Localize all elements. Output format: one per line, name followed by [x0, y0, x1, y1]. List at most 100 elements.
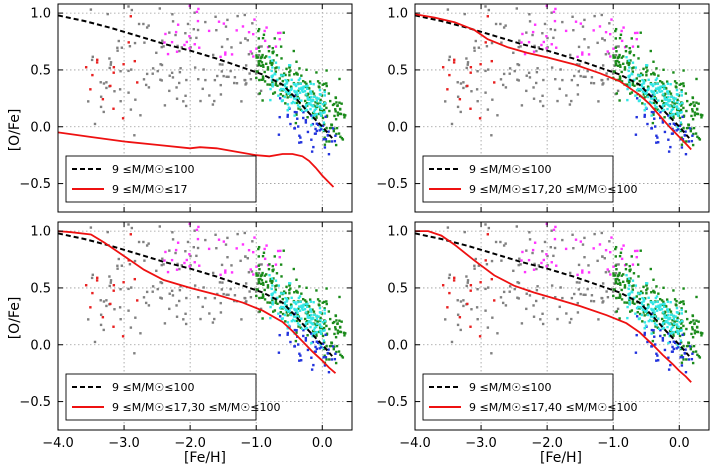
- observation-point: [288, 74, 291, 77]
- observation-point: [678, 116, 682, 120]
- observation-point: [634, 312, 637, 315]
- observation-point: [310, 356, 313, 359]
- observation-point: [602, 82, 605, 85]
- observation-point: [620, 29, 623, 33]
- observation-point: [680, 82, 683, 86]
- observation-point: [586, 69, 589, 73]
- observation-point: [337, 350, 341, 353]
- observation-point: [662, 68, 665, 71]
- observation-point: [250, 52, 254, 55]
- observation-point: [303, 99, 307, 103]
- observation-point: [476, 318, 479, 321]
- observation-point: [193, 284, 197, 287]
- observation-point: [607, 52, 611, 55]
- x-tick-label: −4.0: [399, 436, 431, 451]
- observation-point: [670, 95, 673, 99]
- observation-point: [208, 312, 211, 315]
- observation-point: [634, 66, 638, 69]
- observation-point: [663, 314, 666, 317]
- observation-point: [305, 326, 309, 330]
- observation-point: [628, 264, 631, 268]
- observation-point: [279, 292, 283, 295]
- observation-point: [286, 79, 290, 82]
- observation-point: [261, 317, 264, 320]
- observation-point: [174, 251, 177, 255]
- observation-point: [628, 66, 631, 69]
- observation-point: [527, 71, 531, 75]
- observation-point: [491, 98, 494, 101]
- observation-point: [620, 56, 623, 59]
- observation-point: [622, 26, 625, 29]
- observation-point: [261, 293, 265, 296]
- observation-point: [682, 127, 685, 130]
- observation-point: [625, 273, 628, 277]
- observation-point: [305, 286, 308, 289]
- observation-point: [669, 328, 673, 332]
- observation-point: [311, 99, 315, 102]
- observation-point: [665, 87, 668, 90]
- legend-label: 9 ≤M/M☉≤100: [112, 381, 194, 394]
- observation-point: [627, 75, 630, 79]
- observation-point: [339, 353, 342, 356]
- observation-point: [681, 356, 685, 359]
- observation-point: [293, 83, 297, 86]
- observation-point: [513, 69, 516, 73]
- observation-point: [268, 263, 271, 266]
- observation-point: [650, 73, 653, 76]
- observation-point: [484, 223, 487, 226]
- observation-point: [270, 279, 274, 283]
- observation-point: [321, 103, 325, 106]
- observation-point: [91, 73, 94, 77]
- observation-point: [133, 352, 136, 355]
- observation-point: [528, 76, 532, 79]
- observation-point: [631, 61, 635, 64]
- observation-point: [285, 300, 288, 303]
- observation-point: [278, 255, 281, 259]
- observation-point: [450, 340, 454, 344]
- observation-point: [288, 283, 291, 287]
- observation-point: [663, 334, 666, 337]
- observation-point: [590, 81, 593, 85]
- observation-point: [667, 313, 670, 317]
- y-tick-label: 1.0: [387, 225, 408, 240]
- observation-point: [501, 83, 505, 87]
- observation-point: [592, 247, 595, 250]
- observation-point: [614, 255, 617, 258]
- observation-point: [283, 302, 287, 306]
- observation-point: [127, 309, 130, 312]
- observation-point: [656, 87, 660, 91]
- observation-point: [672, 317, 676, 321]
- observation-point: [604, 53, 608, 56]
- observation-point: [614, 278, 617, 281]
- observation-point: [109, 63, 112, 66]
- observation-point: [195, 36, 198, 40]
- observation-point: [311, 90, 314, 93]
- observation-point: [185, 40, 188, 44]
- observation-point: [631, 288, 635, 291]
- observation-point: [444, 318, 447, 321]
- observation-point: [196, 237, 200, 241]
- observation-point: [328, 126, 332, 130]
- observation-point: [130, 8, 134, 12]
- observation-point: [512, 51, 515, 55]
- observation-point: [270, 293, 273, 297]
- observation-point: [550, 229, 553, 232]
- observation-point: [274, 83, 277, 87]
- observation-point: [289, 93, 292, 97]
- observation-point: [340, 320, 343, 323]
- observation-point: [259, 59, 262, 63]
- observation-point: [695, 107, 699, 111]
- observation-point: [122, 281, 125, 284]
- observation-point: [465, 57, 468, 60]
- observation-point: [515, 7, 519, 10]
- observation-point: [579, 22, 583, 25]
- observation-point: [676, 329, 679, 332]
- observation-point: [669, 332, 672, 335]
- observation-point: [552, 36, 555, 40]
- observation-point: [99, 95, 103, 98]
- observation-point: [649, 315, 653, 318]
- observation-point: [260, 274, 263, 277]
- observation-point: [628, 300, 631, 304]
- observation-point: [533, 44, 536, 48]
- observation-point: [635, 295, 638, 298]
